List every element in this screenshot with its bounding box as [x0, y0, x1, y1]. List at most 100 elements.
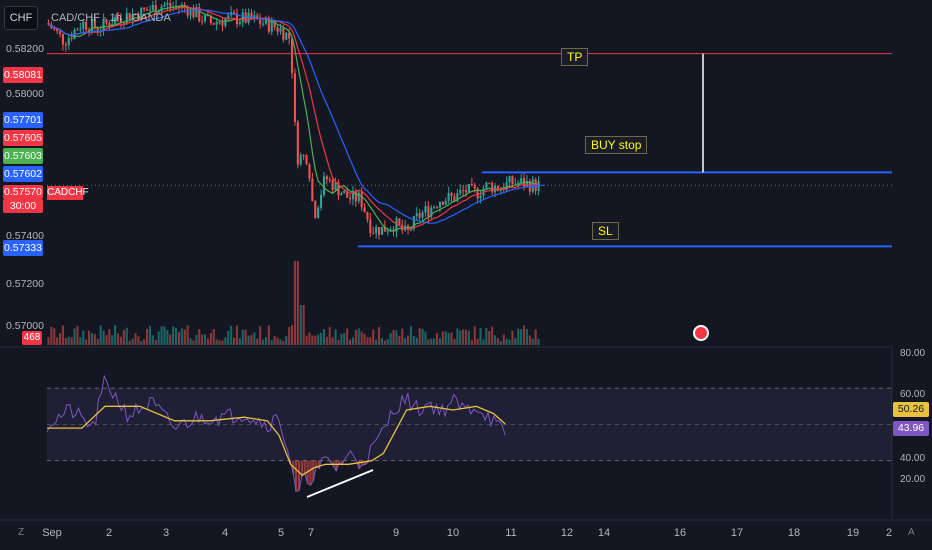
volume-bar [195, 334, 198, 345]
candle-body [360, 192, 363, 208]
candle-body [70, 37, 73, 39]
volume-bar [253, 332, 256, 345]
candle-body [415, 213, 418, 217]
volume-bar [520, 329, 523, 345]
volume-bar [444, 331, 447, 345]
volume-bar [192, 340, 195, 345]
candle-body [476, 188, 479, 199]
volume-bar [247, 335, 250, 345]
volume-bar [154, 339, 157, 345]
rsi-tick: 60.00 [900, 389, 926, 400]
candle-body [209, 15, 212, 23]
tp-price-badge: 0.58081 [3, 67, 43, 83]
candle-body [436, 206, 439, 208]
candle-body [67, 37, 70, 46]
volume-bar [499, 340, 502, 345]
candle-body [90, 19, 93, 33]
candle-body [438, 201, 441, 208]
sl-annotation[interactable]: SL [592, 222, 619, 240]
price-badge: 0.57603 [3, 148, 43, 164]
candle-body [421, 212, 424, 218]
currency-button[interactable]: CHF [4, 6, 38, 30]
candle-body [157, 11, 160, 14]
volume-bar [415, 337, 418, 345]
candle-body [491, 183, 494, 193]
candle-body [366, 212, 369, 220]
volume-bar [285, 336, 288, 345]
volume-bar [488, 331, 491, 345]
event-marker-icon[interactable] [693, 325, 709, 341]
volume-bar [53, 328, 56, 345]
volume-bar [163, 326, 166, 345]
volume-bar [383, 340, 386, 345]
candle-body [398, 218, 401, 225]
candle-body [378, 227, 381, 235]
volume-bar [134, 333, 137, 345]
ma-mid-line [48, 6, 539, 230]
volume-bar [412, 335, 415, 345]
candle-body [314, 200, 317, 218]
volume-bar [357, 328, 360, 345]
candle-body [346, 190, 349, 198]
time-tick: 2 [885, 527, 893, 539]
volume-bar [331, 337, 334, 345]
candle-body [61, 33, 64, 45]
candle-body [363, 207, 366, 213]
corner-left-label[interactable]: Z [18, 527, 25, 538]
candle-body [331, 179, 334, 191]
candle-body [386, 231, 389, 233]
rsi-value-badge: 43.96 [893, 421, 929, 436]
volume-bar [378, 327, 381, 345]
volume-bar [108, 329, 111, 345]
volume-bar [485, 327, 488, 345]
candle-body [53, 28, 56, 30]
candle-body [134, 13, 137, 15]
volume-bar [233, 337, 236, 345]
volume-bar [447, 332, 450, 345]
volume-bar [276, 337, 279, 345]
volume-bar [264, 337, 267, 345]
candle-body [131, 13, 134, 21]
volume-bar [534, 329, 537, 345]
sl-price-badge: 0.57333 [3, 240, 43, 256]
volume-bar [224, 337, 227, 345]
candle-body [119, 18, 122, 23]
volume-bar [102, 330, 105, 345]
volume-bar [491, 326, 494, 345]
volume-bar [340, 333, 343, 345]
tp-annotation[interactable]: TP [561, 48, 589, 66]
volume-bar [105, 335, 108, 345]
volume-bar [166, 330, 169, 345]
volume-bar [230, 325, 233, 345]
volume-bar [337, 339, 340, 345]
candle-body [215, 22, 218, 25]
corner-right-label[interactable]: A [908, 527, 915, 538]
symbol-tag: CADCHF [47, 186, 89, 200]
candle-body [166, 2, 169, 5]
volume-bar [459, 330, 462, 345]
volume-bar [421, 328, 424, 345]
volume-bar [125, 327, 128, 345]
volume-bar [111, 335, 114, 345]
volume-bar [296, 261, 299, 345]
candle-body [305, 155, 308, 165]
candle-body [224, 18, 227, 26]
candle-body [354, 190, 357, 202]
candle-body [467, 184, 470, 193]
candle-body [140, 7, 143, 20]
candle-body [430, 207, 433, 217]
volume-bar [366, 337, 369, 345]
rsi-tick: 80.00 [900, 348, 926, 359]
price-badge: 0.57605 [3, 130, 43, 146]
time-tick: 3 [162, 527, 170, 539]
buy-stop-annotation[interactable]: BUY stop [585, 136, 648, 154]
volume-bar [204, 334, 207, 345]
volume-bar [436, 333, 439, 345]
candle-body [447, 192, 450, 201]
volume-bar [50, 326, 53, 345]
time-tick: 5 [277, 527, 285, 539]
candle-body [317, 207, 320, 218]
candle-body [418, 213, 421, 218]
